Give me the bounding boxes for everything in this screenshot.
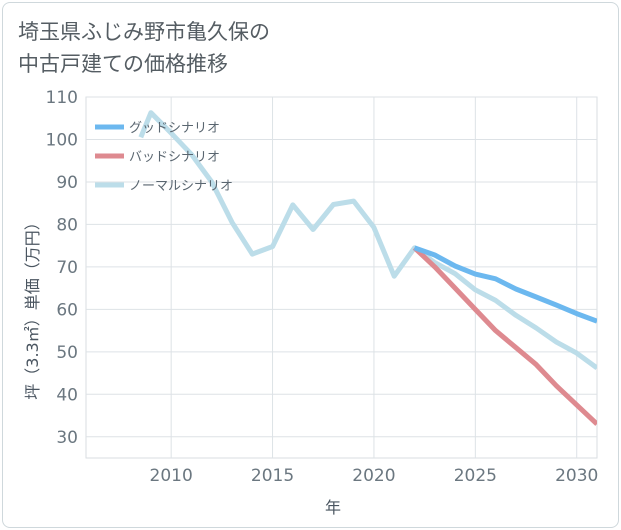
legend-label: バッドシナリオ: [129, 150, 220, 165]
legend-item-normal: ノーマルシナリオ: [95, 179, 233, 194]
y-tick-label: 40: [56, 385, 78, 405]
chart-title: 埼玉県ふじみ野市亀久保の 中古戸建ての価格推移: [18, 16, 378, 80]
y-tick-label: 80: [56, 215, 78, 235]
y-tick-label: 110: [46, 88, 78, 108]
grid-lines: [85, 96, 598, 459]
x-tick-label: 2030: [555, 466, 598, 486]
y-tick-label: 30: [56, 428, 78, 448]
y-tick-label: 90: [56, 173, 78, 193]
x-tick-label: 2025: [454, 466, 497, 486]
series-line-normal: [138, 110, 597, 371]
y-axis-label: 坪（3.3㎡）単価（万円）: [23, 214, 42, 399]
x-tick-label: 2015: [251, 466, 294, 486]
chart-title-line-2: 中古戸建ての価格推移: [18, 52, 228, 76]
y-tick-label: 50: [56, 343, 78, 363]
legend-item-bad: バッドシナリオ: [95, 150, 220, 165]
x-axis-label: 年: [325, 498, 341, 517]
legend-label: グッドシナリオ: [129, 121, 220, 136]
x-tick-label: 2020: [352, 466, 395, 486]
y-tick-label: 60: [56, 300, 78, 320]
y-axis-ticks: 30 40 50 60 70 80 90 100 110: [46, 88, 78, 448]
x-tick-label: 2010: [150, 466, 193, 486]
series-lines: [138, 110, 597, 426]
legend-item-good: グッドシナリオ: [95, 121, 220, 136]
series-line-good: [413, 245, 597, 324]
x-axis-ticks: 2010 2015 2020 2025 2030: [150, 466, 599, 486]
series-line-bad: [412, 245, 597, 426]
chart-title-line-1: 埼玉県ふじみ野市亀久保の: [18, 20, 270, 44]
y-tick-label: 100: [46, 130, 78, 150]
legend-label: ノーマルシナリオ: [129, 179, 233, 194]
y-tick-label: 70: [56, 258, 78, 278]
